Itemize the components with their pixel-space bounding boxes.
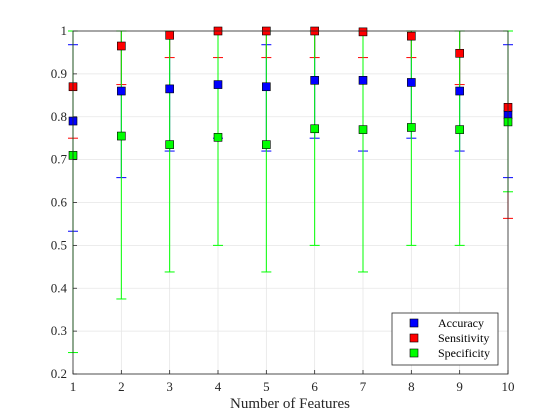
legend-label-accuracy: Accuracy [438,316,484,330]
specificity-point [407,123,415,131]
y-tick-labels: 0.2 0.3 0.4 0.5 0.6 0.7 0.8 0.9 1 [51,23,68,381]
specificity-point [262,141,270,149]
legend-marker-sensitivity [410,334,418,342]
x-tick-label: 2 [118,379,125,394]
legend-label-sensitivity: Sensitivity [438,331,489,345]
sensitivity-point [117,42,125,50]
accuracy-point [407,78,415,86]
legend-marker-specificity [410,349,418,357]
x-tick-label: 6 [311,379,318,394]
sensitivity-point [407,32,415,40]
y-tick-label: 0.8 [51,109,67,124]
y-tick-label: 0.5 [51,237,67,252]
sensitivity-point [359,28,367,36]
accuracy-point [117,87,125,95]
y-tick-label: 0.7 [51,152,68,167]
y-tick-label: 0.2 [51,366,67,381]
legend-marker-accuracy [410,319,418,327]
specificity-point [214,133,222,141]
accuracy-point [166,85,174,93]
accuracy-point [311,76,319,84]
x-tick-label: 1 [70,379,77,394]
y-tick-label: 0.6 [51,195,68,210]
specificity-point [359,126,367,134]
specificity-point [166,141,174,149]
y-tick-label: 0.9 [51,66,67,81]
x-axis-label: Number of Features [230,396,350,412]
specificity-point [117,132,125,140]
y-tick-label: 0.3 [51,323,67,338]
x-tick-label: 9 [456,379,463,394]
accuracy-point [359,76,367,84]
accuracy-point [214,81,222,89]
x-tick-labels: 1 2 3 4 5 6 7 8 9 10 [70,379,515,394]
y-tick-label: 1 [61,23,68,38]
x-tick-label: 4 [215,379,222,394]
sensitivity-point [456,49,464,57]
x-tick-label: 5 [263,379,270,394]
y-tick-label: 0.4 [51,280,68,295]
x-tick-label: 8 [408,379,415,394]
x-tick-label: 3 [166,379,173,394]
specificity-point [456,126,464,134]
sensitivity-point [166,31,174,39]
x-tick-label: 7 [360,379,367,394]
x-tick-label: 10 [502,379,515,394]
accuracy-point [262,83,270,91]
specificity-point [311,125,319,133]
legend-label-specificity: Specificity [438,346,490,360]
accuracy-point [456,87,464,95]
